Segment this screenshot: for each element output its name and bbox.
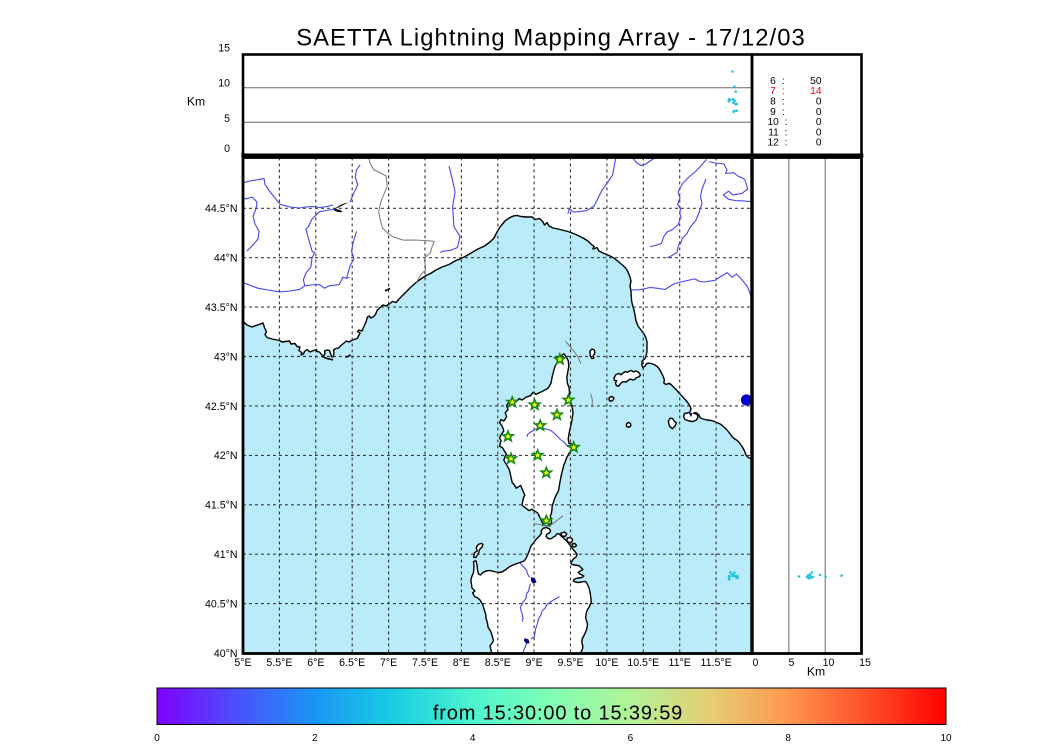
svg-text:5: 5 bbox=[789, 657, 795, 669]
svg-text:6: 6 bbox=[628, 733, 634, 744]
svg-text:11: 11 bbox=[768, 127, 779, 138]
svg-text:7.5°E: 7.5°E bbox=[412, 657, 438, 669]
svg-text:10: 10 bbox=[823, 657, 835, 669]
svg-text:15: 15 bbox=[218, 43, 230, 55]
svg-text::: : bbox=[785, 138, 788, 149]
svg-text:10: 10 bbox=[767, 117, 779, 128]
svg-text:7°E: 7°E bbox=[380, 657, 397, 669]
svg-text:5: 5 bbox=[224, 113, 230, 125]
svg-text:15: 15 bbox=[859, 657, 871, 669]
svg-text:Km: Km bbox=[187, 94, 205, 108]
svg-text:10°E: 10°E bbox=[595, 657, 618, 669]
svg-text::: : bbox=[782, 86, 785, 97]
svg-text:0: 0 bbox=[816, 97, 822, 108]
svg-text:9°E: 9°E bbox=[525, 657, 542, 669]
svg-text:14: 14 bbox=[810, 86, 822, 97]
svg-text::: : bbox=[785, 127, 788, 138]
svg-text:10: 10 bbox=[940, 733, 952, 744]
svg-text:0: 0 bbox=[816, 117, 822, 128]
svg-text:9: 9 bbox=[770, 107, 776, 118]
svg-text:5°E: 5°E bbox=[234, 657, 251, 669]
svg-text:6°E: 6°E bbox=[307, 657, 324, 669]
svg-text:Km: Km bbox=[807, 665, 825, 679]
svg-text:8: 8 bbox=[785, 733, 791, 744]
svg-text::: : bbox=[782, 76, 785, 87]
svg-text:0: 0 bbox=[816, 127, 822, 138]
svg-text:4: 4 bbox=[470, 733, 476, 744]
svg-text:42.5°N: 42.5°N bbox=[205, 401, 238, 413]
svg-text:41.5°N: 41.5°N bbox=[205, 500, 238, 512]
svg-text:11°E: 11°E bbox=[669, 657, 691, 669]
svg-text:11.5°E: 11.5°E bbox=[701, 657, 732, 669]
svg-text:50: 50 bbox=[810, 76, 822, 87]
svg-text:10: 10 bbox=[218, 78, 230, 90]
svg-text:0: 0 bbox=[816, 138, 822, 149]
svg-text:SAETTA Lightning Mapping Array: SAETTA Lightning Mapping Array - 17/12/0… bbox=[296, 25, 806, 52]
svg-text:0: 0 bbox=[154, 733, 160, 744]
svg-text:9.5°E: 9.5°E bbox=[557, 657, 583, 669]
svg-text:2: 2 bbox=[312, 733, 318, 744]
svg-text:0: 0 bbox=[224, 143, 230, 155]
svg-text:44°N: 44°N bbox=[214, 253, 238, 265]
svg-text:41°N: 41°N bbox=[214, 549, 238, 561]
svg-text:43.5°N: 43.5°N bbox=[205, 302, 238, 314]
svg-text:8.5°E: 8.5°E bbox=[485, 657, 511, 669]
svg-text:5.5°E: 5.5°E bbox=[266, 657, 292, 669]
svg-text:8°E: 8°E bbox=[453, 657, 470, 669]
svg-text:6: 6 bbox=[770, 76, 776, 87]
svg-text:10.5°E: 10.5°E bbox=[627, 657, 659, 669]
svg-text:44.5°N: 44.5°N bbox=[205, 203, 238, 215]
svg-text:40°N: 40°N bbox=[214, 648, 238, 660]
svg-text:0: 0 bbox=[753, 657, 759, 669]
svg-text::: : bbox=[782, 97, 785, 108]
svg-text:0: 0 bbox=[816, 107, 822, 118]
svg-text:42°N: 42°N bbox=[214, 450, 238, 462]
svg-text::: : bbox=[785, 117, 788, 128]
svg-text:from 15:30:00 to 15:39:59: from 15:30:00 to 15:39:59 bbox=[433, 702, 683, 724]
svg-text:43°N: 43°N bbox=[214, 351, 238, 363]
svg-text:7: 7 bbox=[770, 86, 776, 97]
svg-text:12: 12 bbox=[767, 138, 779, 149]
svg-text:8: 8 bbox=[770, 97, 776, 108]
svg-text::: : bbox=[782, 107, 785, 118]
svg-text:40.5°N: 40.5°N bbox=[205, 598, 238, 610]
svg-text:6.5°E: 6.5°E bbox=[339, 657, 365, 669]
